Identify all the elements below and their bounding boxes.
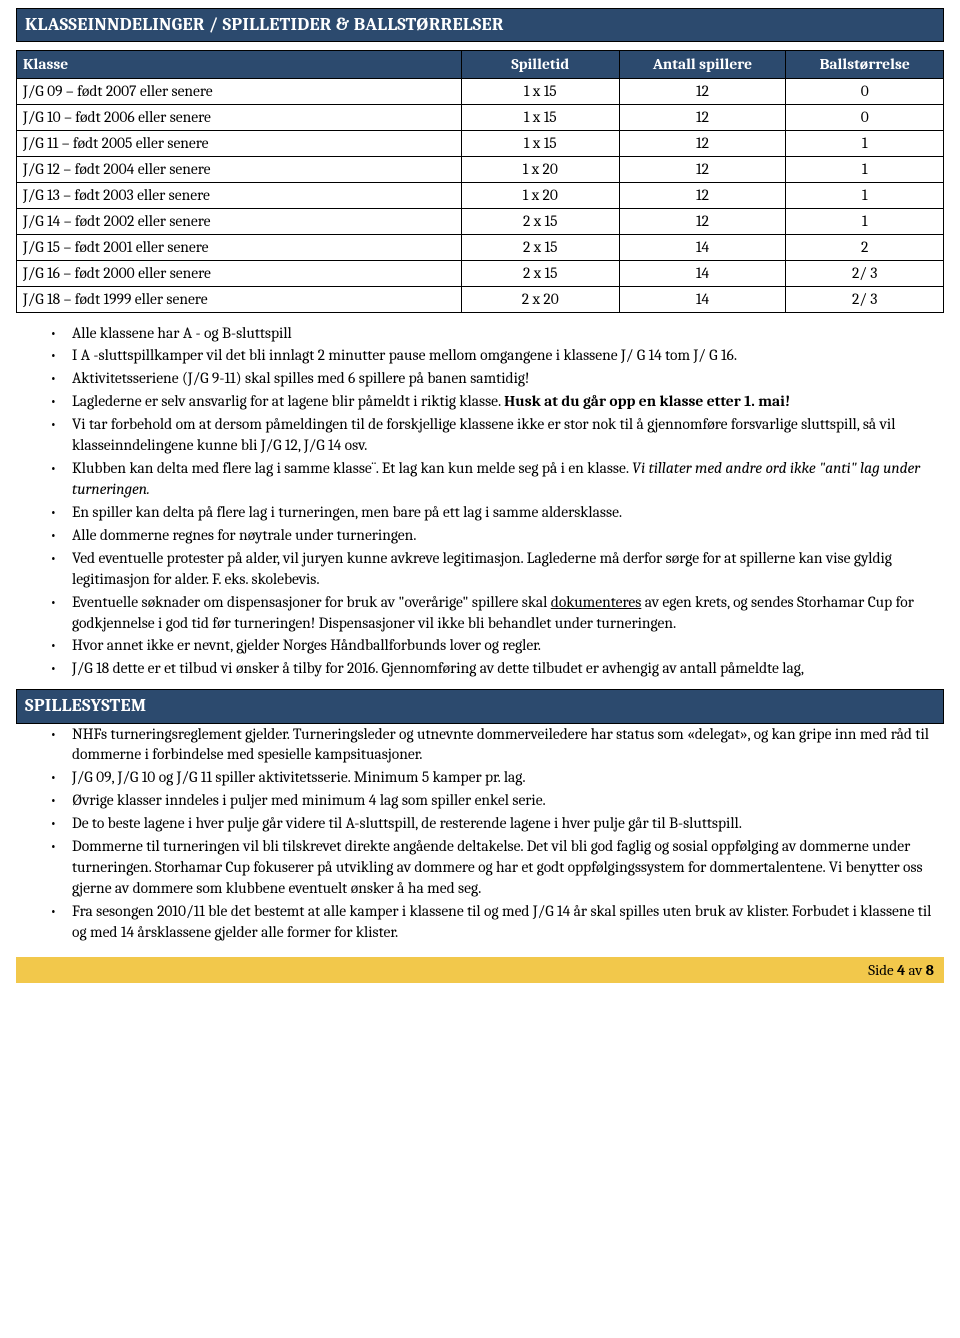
footer-total: 8	[926, 961, 934, 979]
table-row: J/G 16 – født 2000 eller senere2 x 15142…	[17, 260, 944, 286]
table-row: J/G 14 – født 2002 eller senere2 x 15121	[17, 208, 944, 234]
table-cell: 14	[619, 286, 786, 312]
table-cell: J/G 18 – født 1999 eller senere	[17, 286, 462, 312]
section-header-classes: KLASSEINNDELINGER / SPILLETIDER & BALLST…	[16, 8, 944, 42]
table-cell: 1	[786, 156, 944, 182]
table-header-row: Klasse Spilletid Antall spillere Ballstø…	[17, 51, 944, 79]
text-underline: dokumenteres	[551, 593, 642, 611]
footer-middle: av	[905, 961, 925, 979]
table-cell: 1 x 15	[461, 131, 619, 157]
table-cell: 12	[619, 105, 786, 131]
list-item: Eventuelle søknader om dispensasjoner fo…	[50, 592, 944, 634]
table-cell: 12	[619, 131, 786, 157]
footer-prefix: Side	[868, 961, 897, 979]
col-klasse: Klasse	[17, 51, 462, 79]
table-cell: 2	[786, 234, 944, 260]
table-cell: 1	[786, 182, 944, 208]
table-cell: 2 x 15	[461, 208, 619, 234]
table-cell: J/G 10 – født 2006 eller senere	[17, 105, 462, 131]
table-cell: 1	[786, 208, 944, 234]
text: Eventuelle søknader om dispensasjoner fo…	[72, 593, 551, 611]
table-row: J/G 11 – født 2005 eller senere1 x 15121	[17, 131, 944, 157]
page-footer: Side 4 av 8	[16, 957, 944, 983]
list-item: Alle klassene har A - og B-sluttspill	[50, 323, 944, 344]
list-item: Vi tar forbehold om at dersom påmeldinge…	[50, 414, 944, 456]
list-item: En spiller kan delta på flere lag i turn…	[50, 502, 944, 523]
table-row: J/G 09 – født 2007 eller senere1 x 15120	[17, 79, 944, 105]
table-cell: 2 x 20	[461, 286, 619, 312]
list-item: Dommerne til turneringen vil bli tilskre…	[50, 836, 944, 899]
table-cell: 2 x 15	[461, 260, 619, 286]
list-item: Øvrige klasser inndeles i puljer med min…	[50, 790, 944, 811]
table-cell: 0	[786, 105, 944, 131]
list-item: Hvor annet ikke er nevnt, gjelder Norges…	[50, 635, 944, 656]
table-cell: 1 x 15	[461, 79, 619, 105]
table-cell: 12	[619, 182, 786, 208]
list-item: Laglederne er selv ansvarlig for at lage…	[50, 391, 944, 412]
table-cell: J/G 13 – født 2003 eller senere	[17, 182, 462, 208]
col-ball: Ballstørrelse	[786, 51, 944, 79]
list-item: Aktivitetsseriene (J/G 9-11) skal spille…	[50, 368, 944, 389]
table-cell: 12	[619, 208, 786, 234]
list-item: NHFs turneringsreglement gjelder. Turner…	[50, 724, 944, 766]
table-row: J/G 15 – født 2001 eller senere2 x 15142	[17, 234, 944, 260]
footer-page: 4	[897, 961, 905, 979]
list-item: Ved eventuelle protester på alder, vil j…	[50, 548, 944, 590]
table-cell: 0	[786, 79, 944, 105]
list-item: J/G 18 dette er et tilbud vi ønsker å ti…	[50, 658, 944, 679]
table-cell: 1 x 15	[461, 105, 619, 131]
table-cell: J/G 11 – født 2005 eller senere	[17, 131, 462, 157]
col-spilletid: Spilletid	[461, 51, 619, 79]
text: Laglederne er selv ansvarlig for at lage…	[72, 392, 504, 410]
table-cell: J/G 16 – født 2000 eller senere	[17, 260, 462, 286]
table-cell: 1 x 20	[461, 182, 619, 208]
table-cell: 14	[619, 234, 786, 260]
text-bold: Husk at du går opp en klasse etter 1. ma…	[504, 392, 790, 410]
bullet-list-1: Alle klassene har A - og B-sluttspill I …	[16, 323, 944, 680]
text: Klubben kan delta med flere lag i samme …	[72, 459, 632, 477]
section-header-spillesystem: SPILLESYSTEM	[16, 689, 944, 723]
list-item: Alle dommerne regnes for nøytrale under …	[50, 525, 944, 546]
table-cell: J/G 15 – født 2001 eller senere	[17, 234, 462, 260]
list-item: Klubben kan delta med flere lag i samme …	[50, 458, 944, 500]
table-row: J/G 12 – født 2004 eller senere1 x 20121	[17, 156, 944, 182]
table-cell: J/G 09 – født 2007 eller senere	[17, 79, 462, 105]
table-cell: 1 x 20	[461, 156, 619, 182]
table-cell: J/G 12 – født 2004 eller senere	[17, 156, 462, 182]
table-row: J/G 10 – født 2006 eller senere1 x 15120	[17, 105, 944, 131]
list-item: I A -sluttspillkamper vil det bli innlag…	[50, 345, 944, 366]
bullet-list-2: NHFs turneringsreglement gjelder. Turner…	[16, 724, 944, 943]
table-row: J/G 13 – født 2003 eller senere1 x 20121	[17, 182, 944, 208]
list-item: De to beste lagene i hver pulje går vide…	[50, 813, 944, 834]
col-antall: Antall spillere	[619, 51, 786, 79]
table-cell: 14	[619, 260, 786, 286]
table-cell: 12	[619, 156, 786, 182]
table-cell: J/G 14 – født 2002 eller senere	[17, 208, 462, 234]
class-table: Klasse Spilletid Antall spillere Ballstø…	[16, 50, 944, 312]
table-cell: 2/ 3	[786, 260, 944, 286]
list-item: J/G 09, J/G 10 og J/G 11 spiller aktivit…	[50, 767, 944, 788]
table-cell: 2/ 3	[786, 286, 944, 312]
list-item: Fra sesongen 2010/11 ble det bestemt at …	[50, 901, 944, 943]
table-row: J/G 18 – født 1999 eller senere2 x 20142…	[17, 286, 944, 312]
table-cell: 12	[619, 79, 786, 105]
table-cell: 1	[786, 131, 944, 157]
table-cell: 2 x 15	[461, 234, 619, 260]
